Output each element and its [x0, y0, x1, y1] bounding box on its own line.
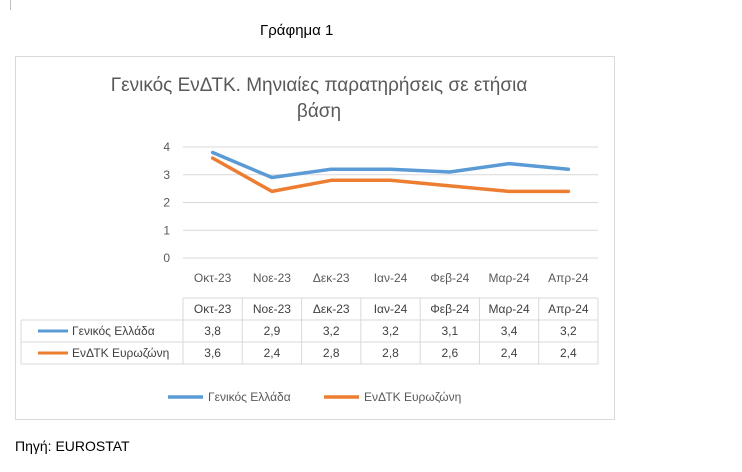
- data-point: [270, 189, 274, 193]
- table-header-cell: Απρ-24: [548, 302, 589, 316]
- table-value-cell: 2,8: [323, 346, 340, 360]
- data-point: [329, 178, 333, 182]
- table-header-cell: Οκτ-23: [194, 302, 232, 316]
- table-value-cell: 2,9: [264, 324, 281, 338]
- line-chart-svg: 0 1 2 3 4 Οκτ-23 Νοε-23 Δεκ-23 Ιαν-24 Φεβ-24 Μαρ-2…: [20, 140, 599, 404]
- data-point: [448, 170, 452, 174]
- data-point: [566, 189, 570, 193]
- y-tick-label: 0: [163, 251, 170, 265]
- data-point: [389, 167, 392, 171]
- data-point: [211, 151, 215, 155]
- x-tick-label: Οκτ-23: [194, 271, 232, 285]
- table-value-cell: 3,6: [204, 346, 221, 360]
- y-tick-label: 2: [163, 196, 170, 210]
- table-series-label: ΕνΔΤΚ Ευρωζώνη: [72, 346, 169, 360]
- y-tick-label: 3: [163, 168, 170, 182]
- table-value-cell: 2,4: [501, 346, 518, 360]
- table-value-cell: 3,1: [441, 324, 458, 338]
- x-tick-label: Φεβ-24: [430, 271, 469, 285]
- table-value-cell: 3,2: [323, 324, 340, 338]
- x-tick-label: Μαρ-24: [489, 271, 530, 285]
- table-value-cell: 3,2: [382, 324, 399, 338]
- table-value-cell: 2,4: [264, 346, 281, 360]
- table-header-cell: Νοε-23: [253, 302, 291, 316]
- data-point: [389, 178, 392, 182]
- table-header-cell: Μαρ-24: [489, 302, 530, 316]
- page-edge-line: [10, 0, 11, 10]
- table-value-cell: 3,8: [204, 324, 221, 338]
- data-point: [507, 162, 511, 166]
- figure-caption: Γράφημα 1: [260, 22, 334, 39]
- table-header-cell: Φεβ-24: [430, 302, 469, 316]
- x-tick-label: Ιαν-24: [374, 271, 408, 285]
- x-tick-label: Νοε-23: [253, 271, 291, 285]
- y-tick-label: 4: [163, 140, 170, 154]
- table-value-cell: 2,8: [382, 346, 399, 360]
- data-point: [270, 176, 274, 180]
- data-point: [448, 184, 452, 188]
- source-note: Πηγή: EUROSTAT: [15, 438, 130, 454]
- table-value-cell: 2,4: [560, 346, 577, 360]
- x-tick-label: Δεκ-23: [313, 271, 350, 285]
- table-header-cell: Ιαν-24: [374, 302, 408, 316]
- legend-label: Γενικός Ελλάδα: [208, 390, 291, 404]
- table-header-cell: Δεκ-23: [313, 302, 350, 316]
- data-point: [507, 189, 511, 193]
- table-series-label: Γενικός Ελλάδα: [72, 324, 155, 338]
- table-value-cell: 3,4: [501, 324, 518, 338]
- legend-label: ΕνΔΤΚ Ευρωζώνη: [364, 390, 461, 404]
- chart-container: Γενικός ΕνΔΤΚ. Μηνιαίες παρατηρήσεις σε …: [15, 56, 615, 420]
- chart-title: Γενικός ΕνΔΤΚ. Μηνιαίες παρατηρήσεις σε …: [110, 75, 528, 122]
- x-tick-label: Απρ-24: [548, 271, 589, 285]
- table-value-cell: 3,2: [560, 324, 577, 338]
- table-value-cell: 2,6: [441, 346, 458, 360]
- data-point: [329, 167, 333, 171]
- series-line: [210, 150, 571, 180]
- y-tick-label: 1: [163, 223, 170, 237]
- data-point: [211, 156, 215, 160]
- data-point: [566, 167, 570, 171]
